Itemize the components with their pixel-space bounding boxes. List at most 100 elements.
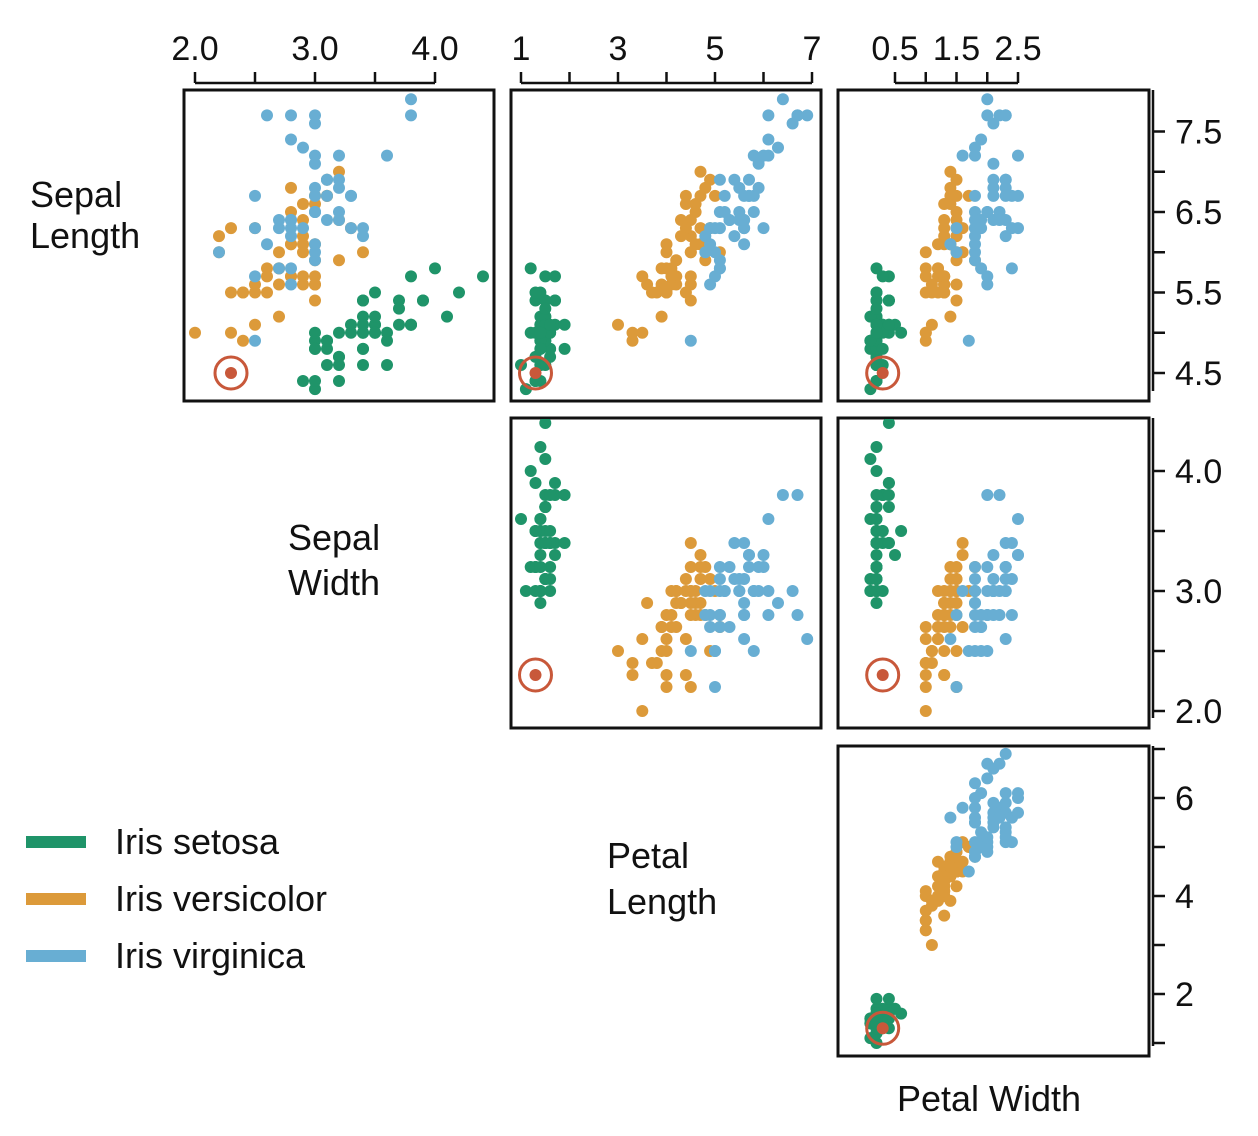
point-versicolor xyxy=(309,270,321,283)
point-versicolor xyxy=(689,238,702,251)
point-virginica xyxy=(987,821,1000,834)
point-virginica xyxy=(962,865,975,878)
point-virginica xyxy=(213,246,225,259)
point-virginica xyxy=(333,149,345,162)
point-setosa xyxy=(882,318,895,331)
point-virginica xyxy=(752,561,765,573)
point-virginica xyxy=(975,609,988,621)
highlight-point xyxy=(876,1022,889,1035)
point-versicolor xyxy=(699,561,712,573)
var-label-petal-length-line2: Length xyxy=(607,881,717,922)
point-versicolor xyxy=(679,669,692,681)
point-versicolor xyxy=(636,633,649,645)
point-virginica xyxy=(743,173,755,186)
point-virginica xyxy=(776,489,789,501)
tick-label: 5 xyxy=(706,30,725,68)
highlight-ring xyxy=(865,1010,901,1046)
point-virginica xyxy=(975,645,988,657)
point-setosa xyxy=(558,489,571,501)
point-versicolor xyxy=(660,633,673,645)
point-versicolor xyxy=(919,657,932,669)
point-virginica xyxy=(757,549,770,561)
point-versicolor xyxy=(694,573,707,585)
point-virginica xyxy=(981,109,994,122)
point-setosa xyxy=(895,525,908,537)
point-versicolor xyxy=(660,681,673,693)
point-virginica xyxy=(801,633,814,645)
point-setosa xyxy=(405,270,417,283)
point-virginica xyxy=(993,757,1006,770)
point-virginica xyxy=(944,238,957,251)
tick-label: 1 xyxy=(512,30,531,68)
point-versicolor xyxy=(273,246,285,259)
point-virginica xyxy=(999,787,1012,800)
point-setosa xyxy=(882,501,895,513)
point-setosa xyxy=(333,359,345,371)
point-virginica xyxy=(738,537,751,549)
legend-label-virginica: Iris virginica xyxy=(115,935,306,976)
point-virginica xyxy=(944,633,957,645)
point-setosa xyxy=(549,549,561,561)
point-versicolor xyxy=(679,633,692,645)
point-virginica xyxy=(969,561,981,573)
point-virginica xyxy=(713,573,726,585)
point-setosa xyxy=(539,537,552,549)
point-setosa xyxy=(369,310,381,323)
point-versicolor xyxy=(950,597,963,609)
point-setosa xyxy=(345,326,357,339)
point-virginica xyxy=(969,777,981,790)
point-virginica xyxy=(345,189,357,202)
point-virginica xyxy=(718,206,731,218)
point-virginica xyxy=(1012,787,1024,800)
tick-label: 4.0 xyxy=(411,30,458,68)
point-virginica xyxy=(713,621,726,633)
point-versicolor xyxy=(694,165,707,178)
point-virginica xyxy=(772,597,784,609)
point-setosa xyxy=(870,326,883,339)
point-virginica xyxy=(704,278,717,291)
point-setosa xyxy=(549,294,561,307)
point-virginica xyxy=(1012,189,1024,202)
point-virginica xyxy=(762,513,775,525)
point-setosa xyxy=(544,561,557,573)
point-versicolor xyxy=(213,230,225,243)
point-setosa xyxy=(870,992,883,1005)
point-virginica xyxy=(772,141,784,154)
point-versicolor xyxy=(704,573,717,585)
point-virginica xyxy=(723,561,736,573)
point-virginica xyxy=(987,573,1000,585)
point-versicolor xyxy=(309,294,321,307)
point-versicolor xyxy=(636,326,649,339)
panel-frame xyxy=(836,744,1151,1058)
variable-labels-layer: Sepal Length Sepal Width Petal Length Pe… xyxy=(30,174,1081,1119)
point-virginica xyxy=(791,109,804,122)
point-setosa xyxy=(870,537,883,549)
top-axis-petal-length: 1 3 5 7 xyxy=(512,30,821,85)
point-versicolor xyxy=(675,230,687,243)
point-versicolor xyxy=(694,189,707,202)
point-virginica xyxy=(249,270,261,283)
point-setosa xyxy=(369,286,381,299)
point-versicolor xyxy=(237,334,249,347)
point-virginica xyxy=(950,836,963,849)
panel-petal-length-vs-petal-width xyxy=(836,744,1151,1058)
point-virginica xyxy=(981,489,994,501)
point-versicolor xyxy=(950,645,963,657)
point-versicolor xyxy=(925,318,938,331)
point-setosa xyxy=(534,597,547,609)
point-versicolor xyxy=(660,669,673,681)
point-versicolor xyxy=(694,549,707,561)
highlight-ring xyxy=(865,657,901,693)
point-virginica xyxy=(321,173,333,186)
point-virginica xyxy=(999,189,1012,202)
panel-frame xyxy=(836,416,1151,730)
point-virginica xyxy=(999,585,1012,597)
tick-label: 4 xyxy=(1175,878,1194,916)
point-virginica xyxy=(747,645,760,657)
tick-label: 4.5 xyxy=(1175,355,1222,393)
highlight-point xyxy=(876,367,889,379)
point-versicolor xyxy=(357,246,369,259)
point-versicolor xyxy=(670,585,683,597)
point-versicolor xyxy=(950,880,963,893)
